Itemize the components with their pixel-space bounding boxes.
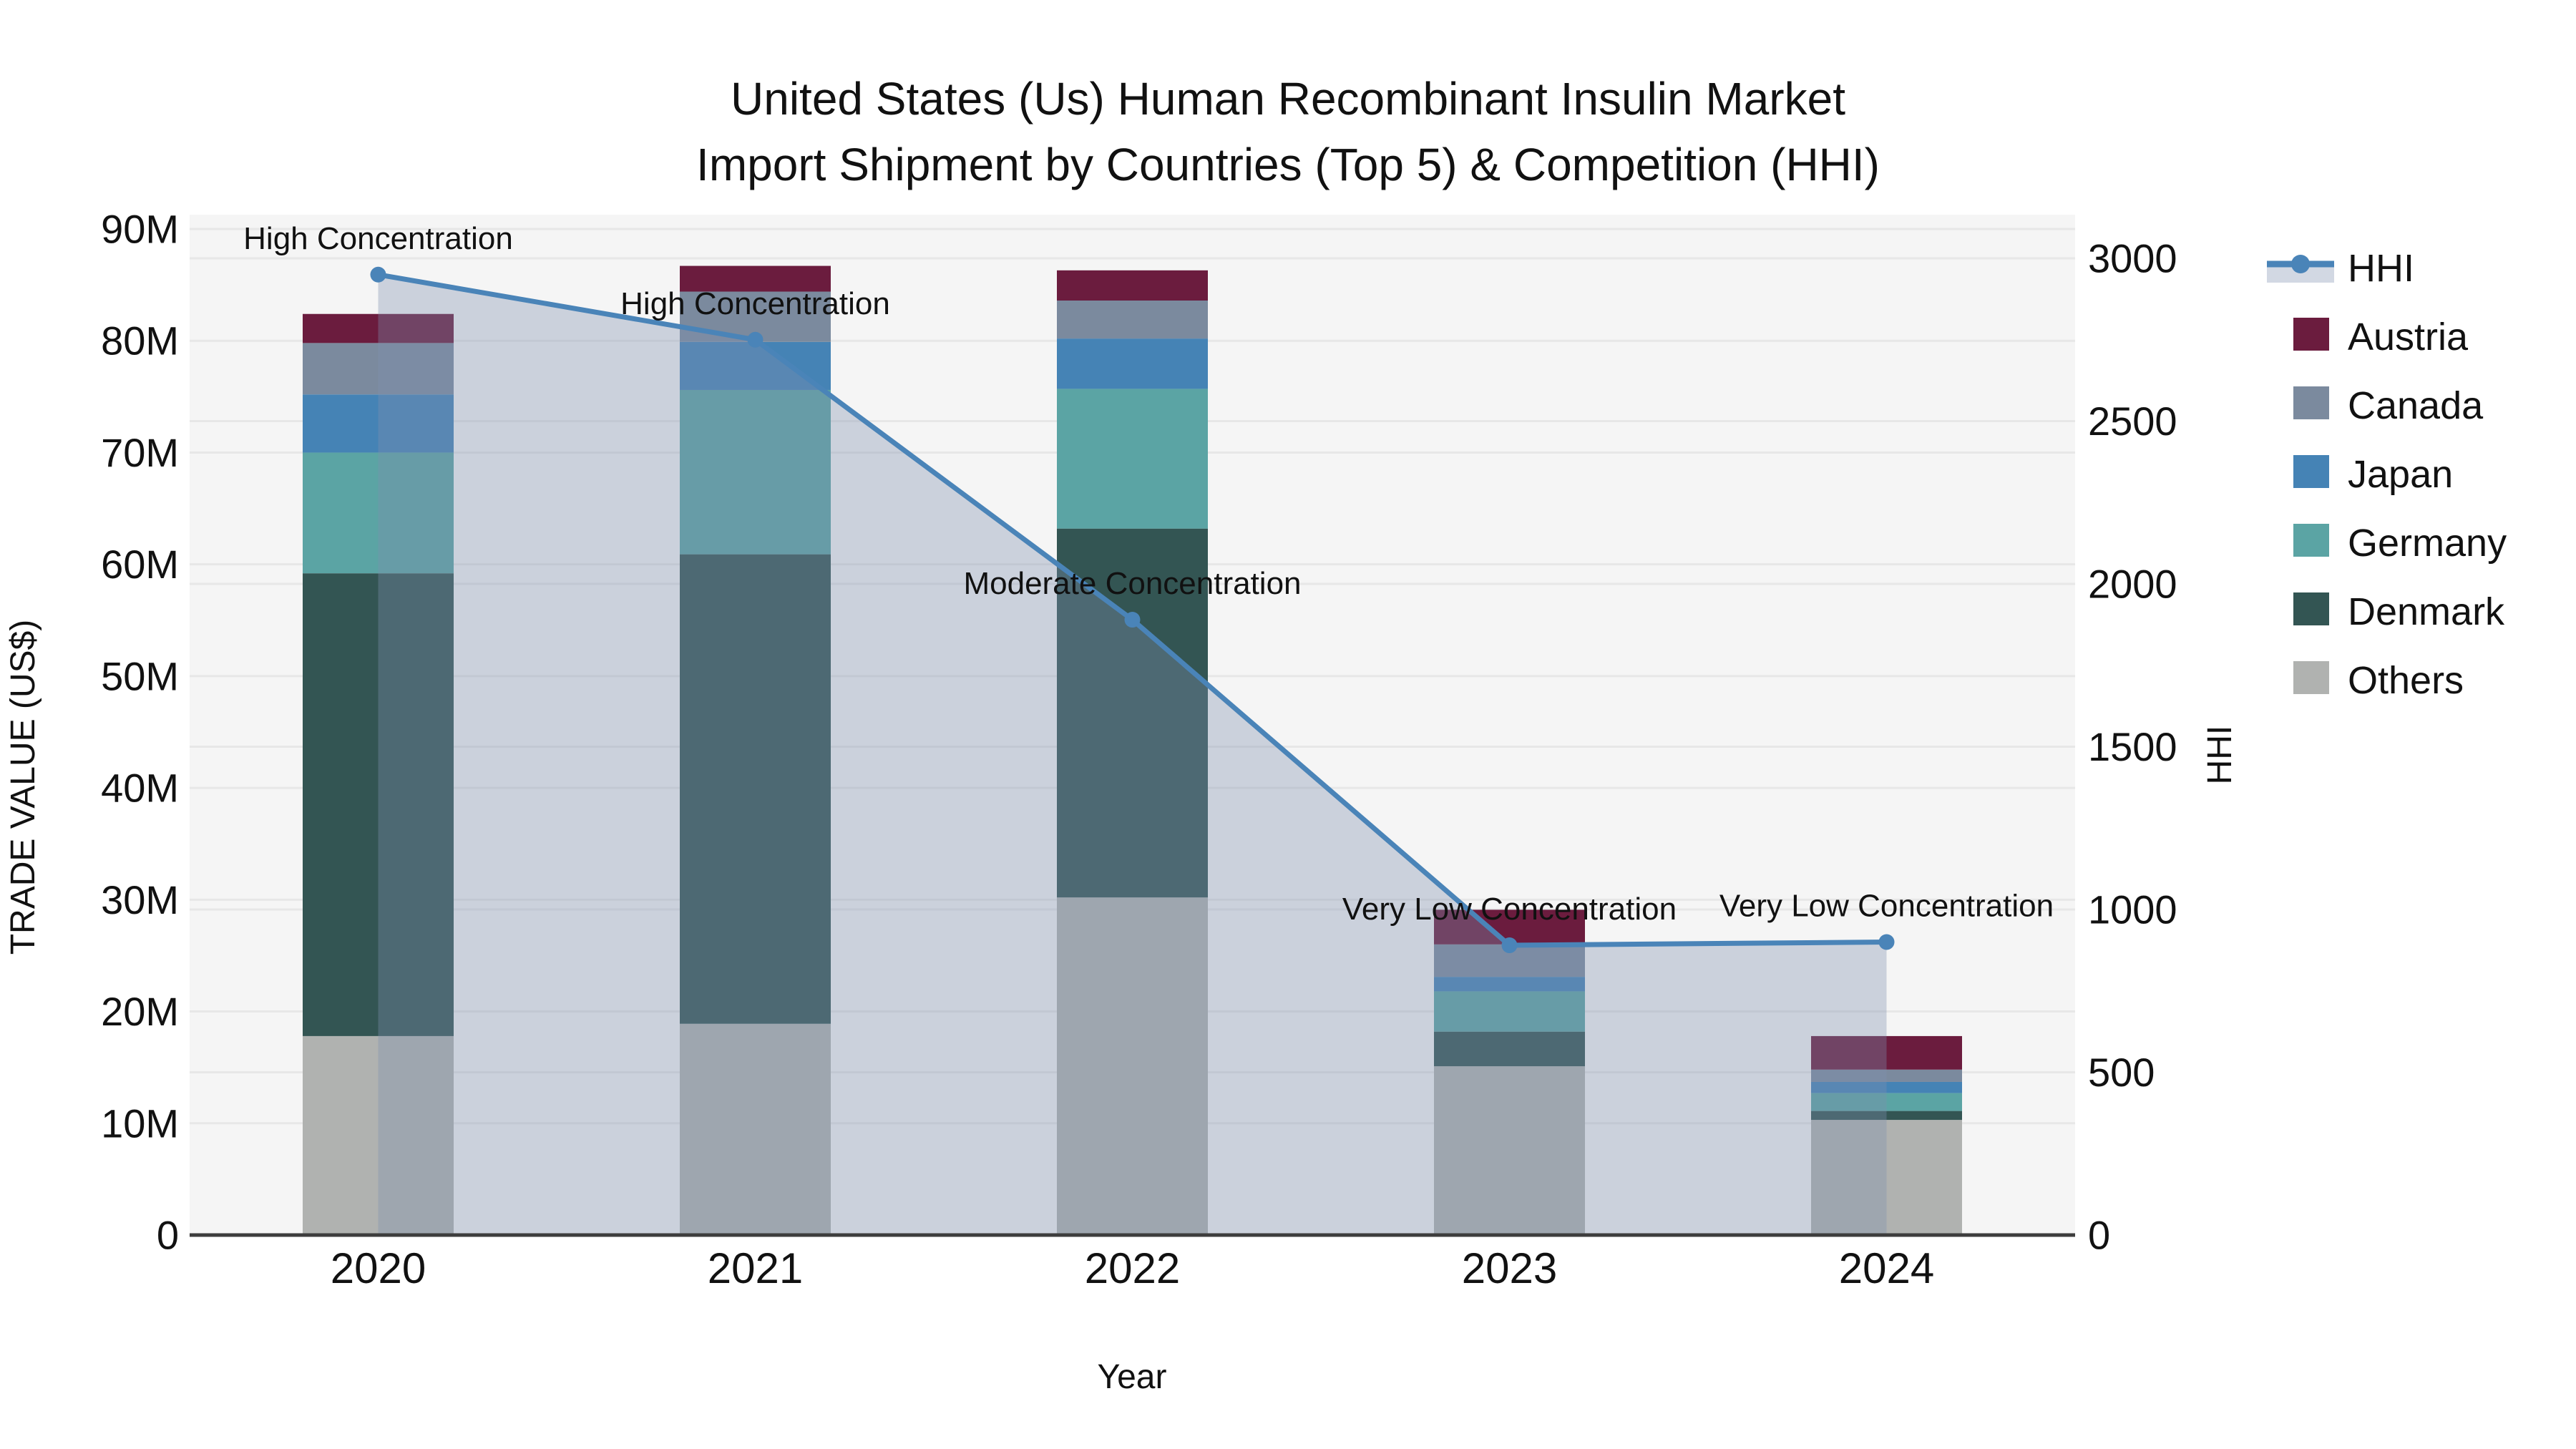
- legend-label-germany: Germany: [2348, 522, 2507, 565]
- ytick-left-70M: 70M: [101, 430, 179, 475]
- annotation-2023: Very Low Concentration: [1342, 892, 1677, 927]
- ytick-right-2500: 2500: [2088, 399, 2177, 444]
- xtick-2022: 2022: [1085, 1244, 1180, 1292]
- stacked-bars: [303, 265, 1962, 1235]
- annotation-2020: High Concentration: [243, 221, 513, 256]
- hhi-line-series: [370, 266, 1895, 954]
- legend-swatch-japan: [2293, 455, 2329, 488]
- hhi-area-fill: [378, 274, 1887, 1235]
- legend-swatch-others: [2293, 661, 2329, 694]
- bar-segment-2022-japan: [1057, 338, 1208, 389]
- bar-segment-2021-germany: [680, 389, 831, 555]
- ytick-right-3000: 3000: [2088, 236, 2177, 281]
- legend-swatch-germany: [2293, 524, 2329, 557]
- ytick-right-2000: 2000: [2088, 562, 2177, 607]
- bar-segment-2024-denmark: [1811, 1111, 1962, 1121]
- ytick-right-0: 0: [2088, 1213, 2110, 1258]
- annotation-2021: High Concentration: [620, 286, 890, 321]
- legend-item-denmark: Denmark: [2293, 590, 2505, 633]
- hhi-marker-2023: [1501, 937, 1518, 954]
- ytick-left-20M: 20M: [101, 989, 179, 1034]
- y-axis-title-left: TRADE VALUE (US$): [4, 620, 42, 955]
- xtick-2023: 2023: [1462, 1244, 1557, 1292]
- legend-label-canada: Canada: [2348, 384, 2484, 427]
- legend: HHI Austria Canada Japan Germany Denmark Other…: [2267, 247, 2507, 702]
- hhi-marker-2021: [747, 331, 763, 348]
- bar-segment-2020-japan: [303, 394, 454, 453]
- legend-item-others: Others: [2293, 659, 2464, 702]
- chart-title-line1: United States (Us) Human Recombinant Ins…: [731, 73, 1845, 125]
- legend-hhi-marker-icon: [2291, 255, 2310, 273]
- bar-segment-2020-austria: [303, 313, 454, 343]
- bar-segment-2024-canada: [1811, 1069, 1962, 1082]
- hhi-annotations: High Concentration High Concentration Mode…: [243, 221, 2054, 927]
- ytick-left-50M: 50M: [101, 653, 179, 698]
- x-axis-title: Year: [1098, 1358, 1167, 1396]
- chart-title-line2: Import Shipment by Countries (Top 5) & C…: [696, 139, 1880, 190]
- legend-item-hhi: HHI: [2267, 247, 2414, 290]
- legend-label-japan: Japan: [2348, 453, 2453, 496]
- bar-segment-2020-denmark: [303, 573, 454, 1036]
- bar-segment-2023-germany: [1434, 991, 1585, 1032]
- bar-segment-2023-denmark: [1434, 1031, 1585, 1067]
- hhi-marker-2024: [1878, 934, 1895, 950]
- bar-segment-2024-germany: [1811, 1093, 1962, 1111]
- hhi-fill-polygon: [378, 274, 1887, 1235]
- bar-segment-2024-japan: [1811, 1081, 1962, 1093]
- legend-label-denmark: Denmark: [2348, 590, 2505, 633]
- legend-hhi-fill-swatch: [2267, 267, 2334, 283]
- bar-segment-2024-austria: [1811, 1035, 1962, 1070]
- legend-swatch-canada: [2293, 386, 2329, 419]
- bar-segment-2021-others: [680, 1023, 831, 1235]
- bar-segment-2022-germany: [1057, 389, 1208, 529]
- annotation-2022: Moderate Concentration: [963, 566, 1301, 601]
- ytick-left-10M: 10M: [101, 1101, 179, 1146]
- legend-item-canada: Canada: [2293, 384, 2484, 427]
- bar-segment-2024-others: [1811, 1120, 1962, 1235]
- xtick-2021: 2021: [708, 1244, 803, 1292]
- ytick-right-1000: 1000: [2088, 887, 2177, 932]
- ytick-left-60M: 60M: [101, 542, 179, 587]
- ytick-left-40M: 40M: [101, 766, 179, 811]
- bar-segment-2022-denmark: [1057, 528, 1208, 898]
- bar-segment-2020-canada: [303, 343, 454, 395]
- bar-segment-2022-others: [1057, 897, 1208, 1235]
- annotation-2024: Very Low Concentration: [1719, 889, 2054, 924]
- bar-segment-2021-japan: [680, 341, 831, 390]
- hhi-marker-2022: [1124, 612, 1141, 628]
- ytick-left-30M: 30M: [101, 877, 179, 922]
- ytick-right-1500: 1500: [2088, 724, 2177, 769]
- legend-label-others: Others: [2348, 659, 2464, 702]
- bar-segment-2020-others: [303, 1035, 454, 1235]
- bar-segment-2022-canada: [1057, 301, 1208, 339]
- bar-segment-2023-others: [1434, 1066, 1585, 1235]
- legend-item-germany: Germany: [2293, 522, 2507, 565]
- legend-label-hhi: HHI: [2348, 247, 2414, 290]
- legend-swatch-denmark: [2293, 592, 2329, 625]
- xtick-2020: 2020: [331, 1244, 426, 1292]
- y-axis-title-right: HHI: [2201, 726, 2239, 785]
- legend-label-austria: Austria: [2348, 316, 2469, 358]
- legend-item-austria: Austria: [2293, 316, 2469, 358]
- bar-segment-2022-austria: [1057, 270, 1208, 301]
- ytick-left-0: 0: [157, 1213, 179, 1258]
- bar-segment-2021-austria: [680, 265, 831, 292]
- hhi-marker-2020: [370, 266, 386, 283]
- legend-item-japan: Japan: [2293, 453, 2453, 496]
- axis-tick-labels: 0 10M 20M 30M 40M 50M 60M 70M 80M 90M 0 500 1000 1500…: [101, 207, 2177, 1292]
- legend-swatch-austria: [2293, 318, 2329, 351]
- bar-segment-2020-germany: [303, 452, 454, 574]
- xtick-2024: 2024: [1839, 1244, 1934, 1292]
- ytick-left-80M: 80M: [101, 318, 179, 364]
- bar-segment-2023-japan: [1434, 977, 1585, 992]
- ytick-right-500: 500: [2088, 1050, 2155, 1095]
- ytick-left-90M: 90M: [101, 207, 179, 252]
- bar-segment-2021-denmark: [680, 554, 831, 1024]
